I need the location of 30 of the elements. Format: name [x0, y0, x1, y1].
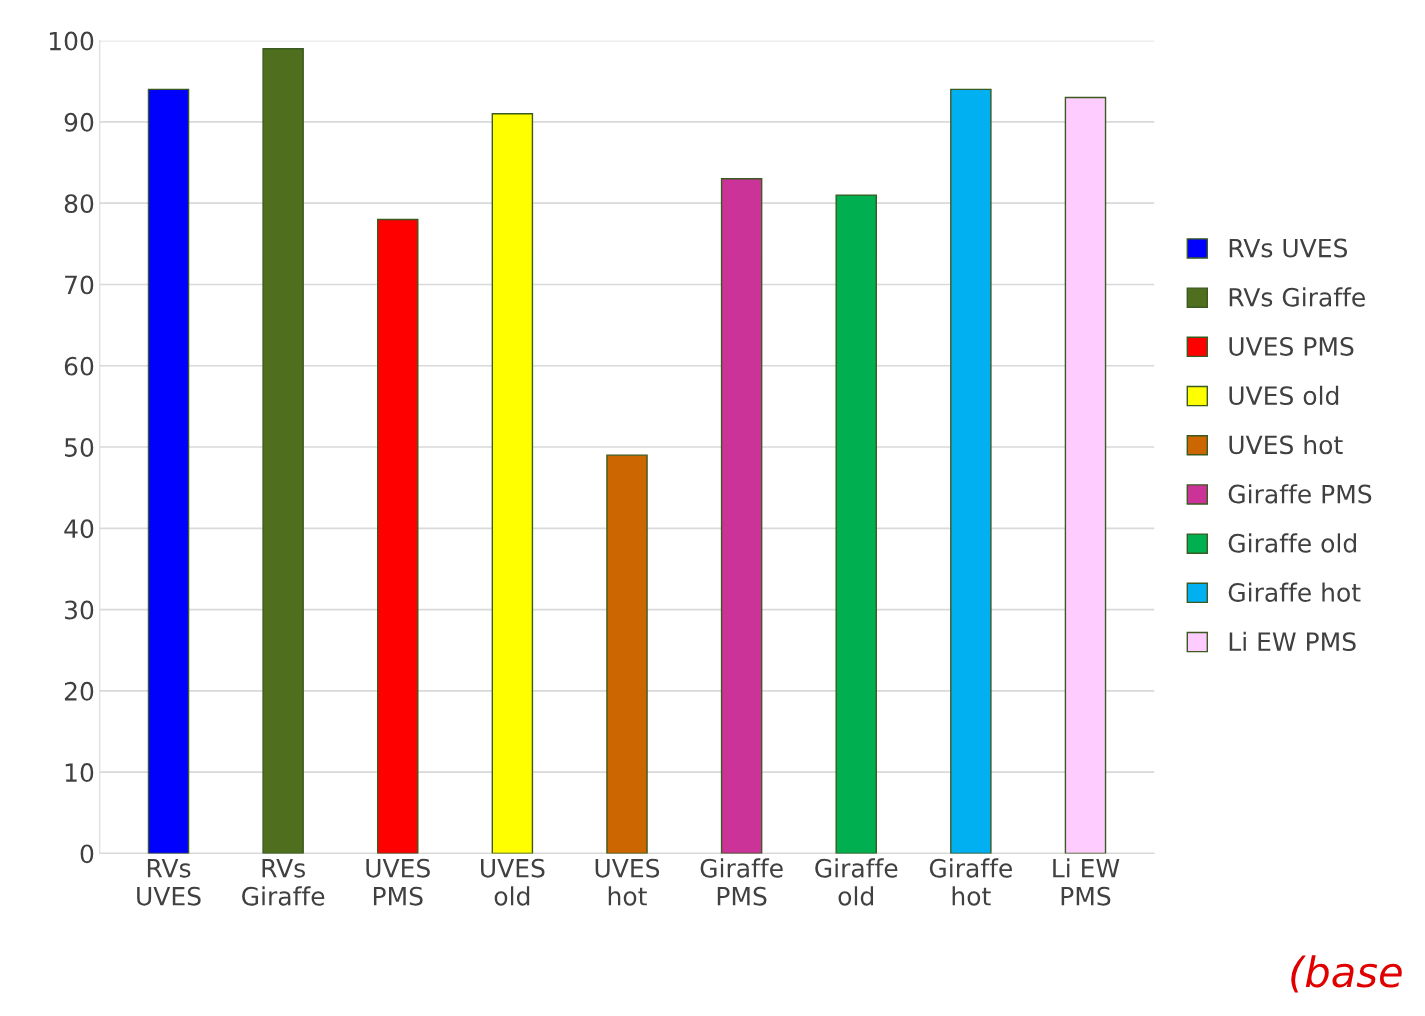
y-tick-label: 100: [49, 31, 94, 51]
text: (base: [1291, 955, 1402, 993]
legend-label: Li EW PMS: [1229, 631, 1356, 652]
y-tick-label: 20: [64, 681, 94, 701]
y-tick-label: 50: [65, 437, 94, 457]
legend-label: Giraffe old: [1228, 533, 1356, 553]
legend-label: Giraffe PMS: [1228, 484, 1372, 504]
legend-label: UVES PMS: [1229, 336, 1354, 356]
y-tick-label: 10: [65, 763, 94, 783]
x-tick-label: Li EW PMS: [1053, 858, 1120, 906]
x-tick-label: RVs UVES: [137, 859, 201, 906]
legend-label: Giraffe hot: [1228, 582, 1361, 602]
y-tick-label: 30: [64, 600, 94, 620]
y-tick-label: 80: [64, 194, 94, 214]
x-tick-label: Giraffe old: [815, 858, 898, 906]
y-tick-label: 0: [80, 844, 94, 864]
y-tick-label: 70: [65, 275, 94, 295]
x-tick-label: UVES PMS: [366, 858, 430, 906]
legend-label: RVs Giraffe: [1229, 287, 1365, 307]
x-tick-label: Giraffe PMS: [700, 858, 783, 906]
x-tick-label: RVs Giraffe: [242, 859, 325, 906]
x-tick-label: UVES hot: [595, 858, 660, 906]
x-tick-label: Giraffe hot: [929, 858, 1012, 906]
legend-label: UVES old: [1229, 385, 1339, 406]
y-tick-label: 60: [64, 356, 94, 376]
legend-label: UVES hot: [1229, 434, 1343, 455]
y-tick-label: 40: [64, 519, 94, 539]
legend-label: RVs UVES: [1229, 238, 1348, 258]
y-tick-label: 90: [64, 112, 94, 132]
x-tick-label: UVES old: [481, 858, 545, 906]
